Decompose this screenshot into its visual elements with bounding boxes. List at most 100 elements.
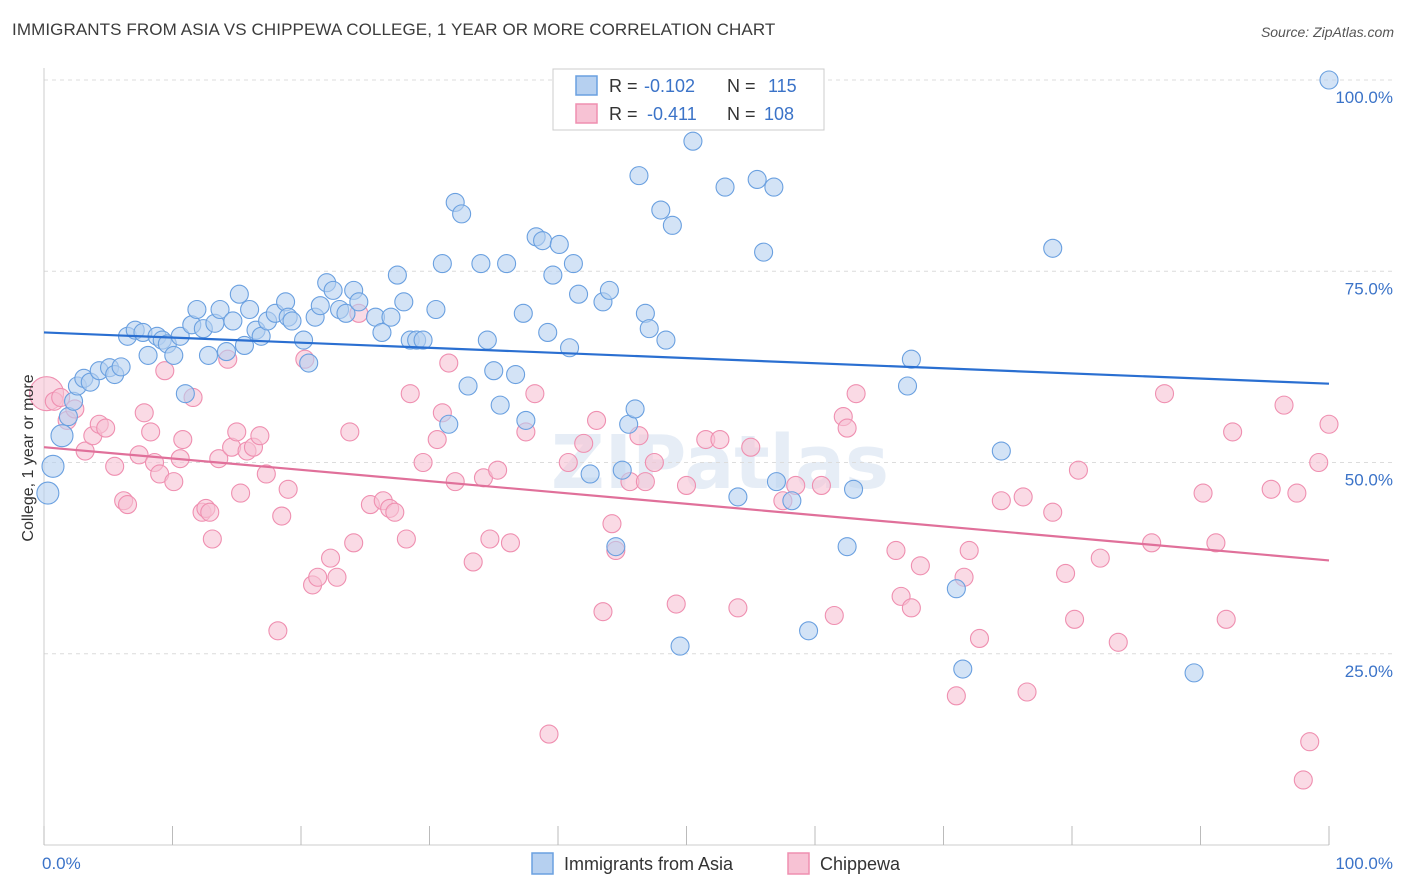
- data-point-chippewa: [155, 361, 175, 381]
- data-point-asia: [439, 414, 459, 434]
- data-point-asia: [210, 299, 230, 320]
- data-point-asia: [294, 330, 314, 350]
- data-point-asia: [229, 284, 249, 304]
- data-point-chippewa: [837, 418, 857, 438]
- legend-label-chippewa: Chippewa: [820, 854, 901, 874]
- data-point-asia: [625, 399, 645, 419]
- data-point-asia: [394, 292, 414, 312]
- data-point-asia: [639, 319, 659, 339]
- data-point-chippewa: [1013, 487, 1033, 507]
- data-point-chippewa: [886, 540, 906, 561]
- data-point-asia: [497, 254, 517, 274]
- y-tick-label: 75.0%: [1345, 279, 1393, 298]
- data-point-asia: [223, 311, 243, 331]
- data-point-asia: [715, 177, 735, 197]
- data-point-asia: [198, 345, 219, 365]
- data-point-asia: [897, 376, 918, 396]
- data-point-chippewa: [1223, 422, 1243, 442]
- data-point-chippewa: [635, 472, 655, 492]
- data-point-asia: [516, 410, 536, 430]
- data-point-asia: [452, 204, 472, 224]
- data-point-chippewa: [250, 426, 270, 446]
- data-point-chippewa: [1056, 563, 1076, 583]
- data-point-asia: [799, 621, 819, 641]
- data-point-chippewa: [396, 529, 416, 549]
- data-point-asia: [599, 280, 619, 300]
- data-point-chippewa: [710, 429, 730, 450]
- data-point-asia: [662, 215, 682, 235]
- data-point-chippewa: [445, 472, 465, 492]
- data-point-chippewa: [1261, 479, 1281, 499]
- data-point-asia: [138, 345, 158, 365]
- data-point-chippewa: [1319, 414, 1339, 434]
- data-point-asia: [432, 254, 452, 274]
- legend-swatch-pink: [787, 852, 810, 875]
- y-axis-label: College, 1 year or more: [20, 374, 37, 541]
- data-point-asia: [843, 479, 864, 499]
- legend-swatch-blue: [575, 75, 598, 96]
- data-point-asia: [50, 424, 74, 448]
- data-point-chippewa: [480, 529, 500, 549]
- legend-swatch-pink: [575, 103, 598, 124]
- data-point-asia: [372, 322, 392, 343]
- data-point-chippewa: [644, 452, 664, 473]
- data-point-asia: [606, 537, 626, 557]
- data-point-chippewa: [1065, 609, 1085, 629]
- data-point-chippewa: [385, 502, 405, 522]
- data-point-chippewa: [327, 567, 347, 587]
- data-point-asia: [656, 330, 676, 350]
- data-point-chippewa: [256, 464, 276, 484]
- trend-line-chippewa: [43, 446, 1330, 562]
- data-point-asia: [563, 254, 583, 274]
- data-point-chippewa: [1108, 632, 1128, 652]
- y-tick-label: 100.0%: [1335, 88, 1393, 107]
- data-point-asia: [282, 311, 302, 331]
- data-point-asia: [187, 299, 207, 320]
- data-point-chippewa: [558, 452, 578, 473]
- data-point-chippewa: [164, 472, 184, 492]
- data-point-chippewa: [602, 514, 622, 534]
- data-point-asia: [349, 292, 369, 312]
- data-point-asia: [458, 376, 478, 396]
- data-point-chippewa: [463, 552, 483, 572]
- data-point-asia: [991, 441, 1011, 461]
- y-tick-label: 25.0%: [1345, 662, 1393, 681]
- data-point-chippewa: [959, 540, 979, 561]
- data-point-asia: [651, 200, 671, 220]
- data-point-asia: [323, 280, 343, 300]
- data-point-chippewa: [427, 429, 447, 450]
- data-point-asia: [310, 296, 330, 316]
- data-point-chippewa: [117, 495, 138, 515]
- data-point-chippewa: [488, 460, 508, 480]
- data-point-asia: [1319, 70, 1339, 90]
- data-point-chippewa: [811, 475, 831, 496]
- trend-lines: [43, 331, 1330, 562]
- data-point-chippewa: [946, 686, 966, 706]
- data-point-asia: [164, 345, 184, 365]
- trend-line-asia: [43, 331, 1330, 385]
- data-point-asia: [111, 357, 131, 377]
- data-point-asia: [683, 131, 703, 151]
- legend-label-immigrants-from-asia: Immigrants from Asia: [564, 854, 734, 874]
- data-point-chippewa: [1206, 533, 1226, 553]
- data-point-chippewa: [593, 602, 613, 622]
- data-point-asia: [580, 464, 600, 484]
- data-point-asia: [471, 254, 491, 274]
- data-point-chippewa: [340, 422, 360, 442]
- data-point-chippewa: [1142, 533, 1162, 553]
- data-point-asia: [782, 491, 802, 511]
- data-point-asia: [426, 299, 446, 320]
- series-chippewa: [29, 303, 1339, 790]
- data-point-chippewa: [321, 548, 341, 568]
- data-point-chippewa: [991, 491, 1011, 511]
- data-point-chippewa: [96, 418, 116, 438]
- data-point-chippewa: [1293, 770, 1313, 790]
- data-point-chippewa: [1193, 483, 1213, 503]
- data-point-chippewa: [439, 353, 459, 373]
- data-point-asia: [747, 169, 767, 189]
- series-legend: Immigrants from Asia Chippewa: [531, 852, 901, 875]
- data-point-chippewa: [525, 384, 545, 404]
- data-point-chippewa: [400, 384, 420, 404]
- data-point-asia: [1043, 238, 1063, 258]
